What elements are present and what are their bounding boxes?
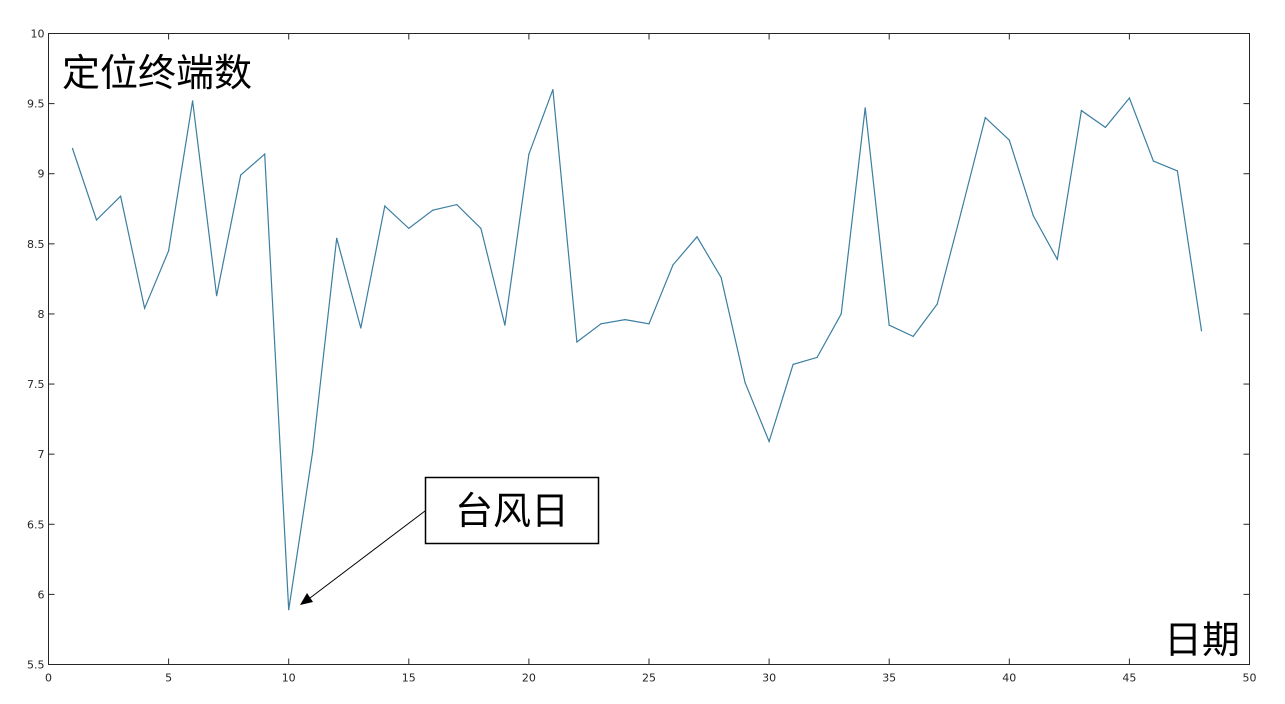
annotation-text: 台风日 <box>455 489 569 533</box>
x-axis-label: 日期 <box>1164 618 1240 662</box>
data-point <box>144 307 146 309</box>
data-point <box>888 324 890 326</box>
x-tick-label: 0 <box>45 672 52 685</box>
x-tick-label: 45 <box>1122 672 1136 685</box>
data-point <box>864 107 866 109</box>
data-point <box>432 209 434 211</box>
data-point <box>552 89 554 91</box>
y-tick-label: 7.5 <box>27 378 45 391</box>
y-tick-label: 7 <box>38 448 45 461</box>
y-tick-label: 10 <box>31 28 45 41</box>
typhoon-annotation: 台风日 <box>300 476 600 605</box>
data-point <box>1128 97 1130 99</box>
x-tick-label: 20 <box>522 672 536 685</box>
data-point <box>192 100 194 102</box>
data-point <box>480 227 482 229</box>
data-point <box>840 313 842 315</box>
data-point <box>1176 170 1178 172</box>
y-tick-label: 6.5 <box>27 518 45 531</box>
x-tick-label: 40 <box>1002 672 1016 685</box>
data-point <box>792 363 794 365</box>
data-point <box>408 227 410 229</box>
data-point <box>71 147 74 150</box>
data-point <box>816 356 818 358</box>
data-point <box>1008 139 1010 141</box>
y-tick-label: 8 <box>38 308 45 321</box>
data-point <box>504 324 506 326</box>
series-layer <box>71 89 1203 611</box>
data-point <box>216 295 218 297</box>
y-tick-label: 9 <box>38 168 45 181</box>
data-point <box>1032 215 1034 217</box>
annotation-arrowhead <box>300 593 313 605</box>
data-point <box>264 153 266 155</box>
data-point <box>624 319 626 321</box>
x-tick-label: 15 <box>402 672 416 685</box>
data-point <box>744 382 746 384</box>
data-point <box>912 335 914 337</box>
data-point <box>696 236 698 238</box>
data-point <box>120 195 122 197</box>
y-axis-label: 定位终端数 <box>62 51 252 95</box>
y-tick-label: 8.5 <box>27 238 45 251</box>
data-point <box>936 303 938 305</box>
plot-frame <box>48 33 1250 665</box>
data-point <box>360 327 362 329</box>
data-point <box>1080 110 1082 112</box>
x-tick-label: 30 <box>762 672 776 685</box>
data-point <box>984 117 986 119</box>
axis-ticks: 0 5 10 15 20 25 30 35 40 45 50 5.5 6 6.5 7 7.5 8 8.5 9 9.5 1… <box>27 28 1257 685</box>
annotation-box <box>424 476 600 545</box>
y-tick-label: 9.5 <box>27 98 45 111</box>
data-point <box>168 250 170 252</box>
data-point <box>312 450 314 452</box>
data-point <box>1104 126 1106 128</box>
data-point <box>456 204 458 206</box>
data-point <box>720 276 722 279</box>
x-tick-label: 35 <box>882 672 896 685</box>
data-point <box>576 341 578 343</box>
data-point <box>648 323 650 325</box>
data-point <box>960 211 962 213</box>
data-point <box>1152 160 1154 162</box>
data-point <box>528 153 530 155</box>
data-point <box>1056 258 1058 260</box>
data-point <box>240 174 242 176</box>
series-line <box>71 89 1203 610</box>
annotation-arrow-line <box>309 510 426 599</box>
x-tick-label: 5 <box>165 672 172 685</box>
data-point <box>768 440 770 443</box>
data-point <box>384 205 386 207</box>
y-tick-label: 6 <box>38 588 45 601</box>
data-point <box>336 237 338 239</box>
data-point <box>288 609 290 611</box>
x-tick-label: 25 <box>642 672 656 685</box>
data-point <box>1200 330 1203 332</box>
y-tick-label: 5.5 <box>27 659 45 672</box>
data-point <box>95 219 98 221</box>
data-point <box>600 323 602 325</box>
x-tick-label: 50 <box>1243 672 1257 685</box>
data-point <box>672 264 674 266</box>
x-tick-label: 10 <box>282 672 296 685</box>
